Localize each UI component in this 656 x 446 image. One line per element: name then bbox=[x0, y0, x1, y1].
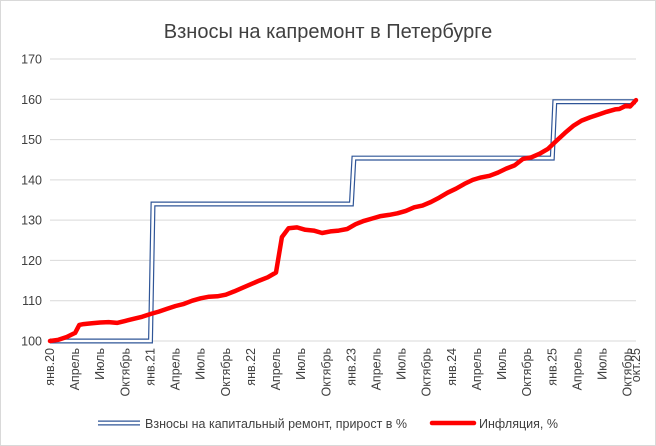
x-tick-label: Апрель bbox=[169, 348, 183, 390]
series-line-contributions-outer bbox=[50, 99, 636, 344]
y-tick-label: 120 bbox=[21, 254, 42, 268]
x-tick-label: окт.25 bbox=[629, 348, 643, 382]
series-line-contributions-inner bbox=[50, 100, 636, 343]
x-tick-label: Июль bbox=[495, 348, 509, 380]
x-tick-label: Июль bbox=[395, 348, 409, 380]
y-axis-labels: 100 110 120 130 140 150 160 170 bbox=[21, 53, 42, 349]
x-tick-label: Апрель bbox=[570, 348, 584, 390]
x-tick-label: янв.24 bbox=[445, 348, 459, 386]
x-tick-label: Октябрь bbox=[420, 348, 434, 396]
x-tick-label: янв.20 bbox=[43, 348, 57, 386]
x-tick-label: Октябрь bbox=[118, 348, 132, 396]
x-axis-labels: янв.20 Апрель Июль Октябрь янв.21 Апрель Июль О… bbox=[43, 348, 643, 396]
x-tick-label: янв.25 bbox=[545, 348, 559, 386]
y-tick-label: 170 bbox=[21, 53, 42, 67]
x-tick-label: янв.23 bbox=[344, 348, 358, 386]
series-line-inflation bbox=[47, 97, 639, 344]
x-tick-label: янв.21 bbox=[143, 348, 157, 386]
chart-title: Взносы на капремонт в Петербурге bbox=[164, 21, 492, 43]
x-tick-label: Октябрь bbox=[621, 348, 635, 396]
x-tick-label: Октябрь bbox=[319, 348, 333, 396]
x-tick-label: Октябрь bbox=[520, 348, 534, 396]
x-tick-label: Апрель bbox=[269, 348, 283, 390]
x-tick-label: Июль bbox=[93, 348, 107, 380]
x-tick-label: Апрель bbox=[470, 348, 484, 390]
x-tick-label: Июль bbox=[194, 348, 208, 380]
y-tick-label: 130 bbox=[21, 214, 42, 228]
x-tick-label: Июль bbox=[294, 348, 308, 380]
x-tick-label: Октябрь bbox=[219, 348, 233, 396]
y-tick-label: 140 bbox=[21, 173, 42, 187]
y-tick-label: 150 bbox=[21, 133, 42, 147]
y-tick-label: 110 bbox=[22, 294, 42, 308]
legend-label-inflation: Инфляция, % bbox=[479, 417, 558, 431]
legend-label-contributions: Взносы на капитальный ремонт, прирост в … bbox=[145, 417, 407, 431]
x-tick-label: Апрель bbox=[369, 348, 383, 390]
grid-layer bbox=[50, 58, 636, 342]
x-tick-label: Апрель bbox=[68, 348, 82, 390]
x-tick-label: Июль bbox=[596, 348, 610, 380]
y-tick-label: 160 bbox=[21, 93, 42, 107]
y-tick-label: 100 bbox=[21, 335, 42, 349]
series-layer bbox=[47, 97, 639, 344]
x-tick-label: янв.22 bbox=[244, 348, 258, 386]
legend: Взносы на капитальный ремонт, прирост в … bbox=[98, 417, 558, 431]
